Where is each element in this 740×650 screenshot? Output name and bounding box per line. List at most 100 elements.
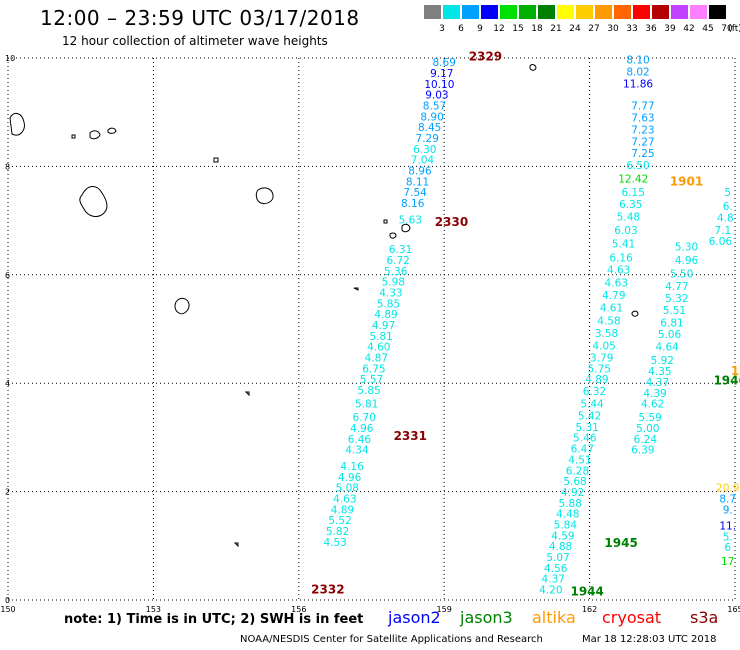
- wave-height-label: 5.92: [651, 355, 674, 367]
- wave-height-label: 6.35: [619, 199, 642, 211]
- wave-height-label: 7.25: [631, 148, 654, 160]
- y-tick-label: 4: [5, 379, 10, 388]
- island-shape: [107, 127, 117, 134]
- wave-height-label: 8.10: [626, 54, 649, 66]
- wave-height-label: 9.: [723, 504, 733, 516]
- legend-swatch: [500, 5, 517, 19]
- wave-height-label: 4.05: [592, 341, 615, 353]
- wave-height-label: 5.48: [617, 212, 640, 224]
- wave-height-label: 4.89: [374, 309, 397, 321]
- wave-height-label: 5.85: [377, 298, 400, 310]
- legend-label: 30: [607, 24, 619, 34]
- legend-label: 9: [477, 24, 483, 34]
- wave-height-label: 7.27: [631, 136, 654, 148]
- wave-height-label: 4.89: [585, 374, 608, 386]
- wave-height-label: 5: [724, 187, 731, 199]
- wave-height-label: 5.82: [326, 526, 349, 538]
- legend-swatch: [481, 5, 498, 19]
- satellite-altika: altika: [532, 608, 576, 627]
- wave-height-label: 5.52: [328, 515, 351, 527]
- wave-height-label: 9.17: [430, 68, 453, 80]
- legend-swatch: [443, 5, 460, 19]
- x-tick-label: 165: [727, 605, 740, 614]
- wave-height-label: 5.50: [670, 269, 693, 281]
- wave-height-label: 5.57: [360, 374, 383, 386]
- wave-height-label: 5.42: [578, 411, 601, 423]
- wave-height-label: 20.9: [716, 483, 739, 495]
- legend-label: 70: [721, 24, 733, 34]
- wave-height-label: 6.75: [362, 363, 385, 375]
- wave-height-label: 4.96: [350, 423, 374, 435]
- wave-height-label: 4.8: [717, 213, 734, 225]
- pass-time-label: 1945: [604, 536, 637, 550]
- x-tick-label: 159: [437, 605, 452, 614]
- y-tick-label: 8: [5, 162, 10, 171]
- island-shape: [353, 287, 359, 291]
- wave-height-label: 4.60: [367, 342, 390, 354]
- chart-title: 12:00 – 23:59 UTC 03/17/2018: [40, 6, 360, 30]
- x-tick-label: 156: [291, 605, 306, 614]
- wave-height-label: 4.16: [340, 461, 364, 473]
- wave-height-label: 5.68: [563, 476, 586, 488]
- wave-height-label: 4.92: [561, 487, 584, 499]
- wave-height-label: 7.29: [416, 133, 439, 145]
- legend-swatch: [614, 5, 631, 19]
- wave-height-label: 4.62: [641, 399, 664, 411]
- credit-text: NOAA/NESDIS Center for Satellite Applica…: [240, 634, 543, 645]
- island-shape: [233, 542, 239, 548]
- legend-label: 45: [702, 24, 714, 34]
- legend-swatch: [652, 5, 669, 19]
- legend-label: 24: [569, 24, 581, 34]
- wave-height-label: 4.37: [646, 377, 669, 389]
- wave-height-label: 8.45: [418, 122, 441, 134]
- legend-swatch: [709, 5, 726, 19]
- wave-height-label: 5.46: [573, 433, 597, 445]
- island-shape: [79, 186, 108, 217]
- legend-label: 27: [588, 24, 600, 34]
- wave-height-label: 4.63: [605, 278, 628, 290]
- satellite-jason2: jason2: [388, 608, 441, 627]
- wave-height-label: 8.02: [626, 66, 649, 78]
- wave-height-label: 4.48: [556, 509, 579, 521]
- wave-height-label: 4.51: [568, 454, 591, 466]
- wave-height-label: 8.69: [433, 57, 456, 69]
- wave-height-label: 8.16: [401, 198, 425, 210]
- pass-time-label: 2332: [311, 582, 344, 596]
- satellite-jason3: jason3: [460, 608, 513, 627]
- pass-time-label: 2330: [435, 215, 468, 229]
- legend-label: 18: [531, 24, 543, 34]
- y-tick-label: 0: [5, 596, 10, 605]
- wave-height-label: 5.98: [382, 277, 405, 289]
- x-tick-label: 150: [0, 605, 15, 614]
- wave-height-label: 5.84: [554, 519, 578, 531]
- wave-height-label: 6.72: [386, 255, 409, 267]
- island-shape: [401, 223, 411, 233]
- wave-height-label: 8.11: [406, 176, 429, 188]
- wave-height-label: 3.79: [590, 353, 613, 365]
- wave-height-label: 7.54: [403, 187, 427, 199]
- legend-swatch: [595, 5, 612, 19]
- legend-label: 36: [645, 24, 657, 34]
- wave-height-label: 6.32: [583, 386, 606, 398]
- wave-height-label: 5.44: [580, 399, 604, 411]
- wave-height-label: 5.: [723, 531, 733, 543]
- wave-height-label: 4.61: [600, 303, 623, 315]
- y-tick-label: 6: [5, 271, 10, 280]
- pass-time-label: 2331: [394, 429, 427, 443]
- wave-height-label: 4.58: [597, 316, 620, 328]
- wave-height-label: 4.33: [379, 287, 402, 299]
- wave-height-label: 3.58: [595, 328, 618, 340]
- wave-height-label: 4.96: [338, 472, 362, 484]
- legend-swatch: [519, 5, 536, 19]
- wave-height-label: 5.59: [638, 412, 661, 424]
- wave-height-label: 8.7: [719, 493, 736, 505]
- wave-height-label: 7.63: [631, 112, 654, 124]
- wave-height-label: 6.30: [413, 144, 436, 156]
- wave-height-label: 5.32: [665, 293, 688, 305]
- island-shape: [255, 187, 274, 204]
- legend-swatch: [576, 5, 593, 19]
- island-shape: [89, 130, 101, 140]
- island-shape: [529, 64, 537, 71]
- wave-height-label: 6.16: [609, 252, 633, 264]
